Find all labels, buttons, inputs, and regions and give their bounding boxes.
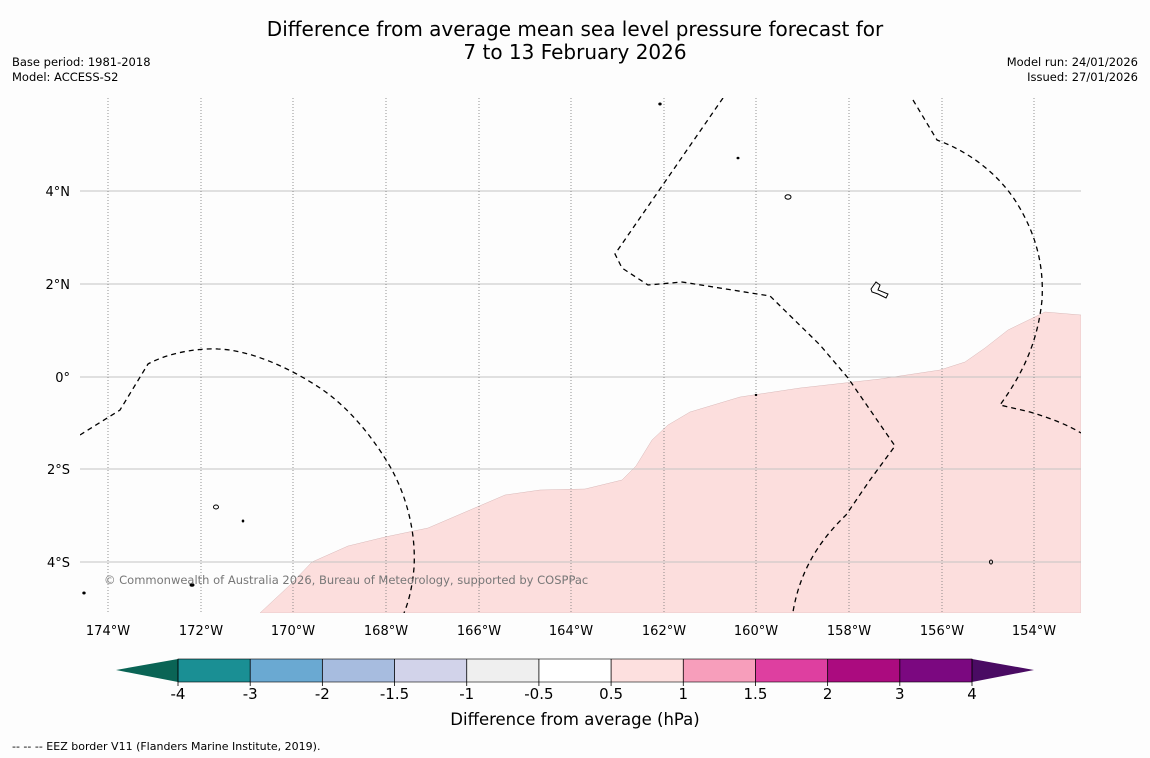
- colorbar: -4 -3 -2 -1.5 -1 -0.5 0.5 1 1.5 2 3 4 Difference fr…: [116, 658, 1034, 729]
- colorbar-segment: [611, 659, 684, 682]
- colorbar-tick-label: -3: [243, 685, 258, 703]
- lat-label: 4°S: [47, 556, 70, 571]
- colorbar-tick-label: -4: [171, 685, 186, 703]
- colorbar-label: Difference from average (hPa): [450, 710, 699, 729]
- issued-date: Issued: 27/01/2026: [1027, 70, 1138, 84]
- eez-border-line-islands-east: [912, 99, 1081, 434]
- colorbar-tick-label: 4: [967, 685, 977, 703]
- colorbar-segment: [538, 659, 612, 682]
- colorbar-tick-label: 1.5: [744, 685, 768, 703]
- lat-label: 0°: [55, 371, 70, 386]
- graticule: [80, 98, 1081, 613]
- island: [82, 591, 86, 595]
- lon-label: 164°W: [549, 624, 593, 639]
- island: [241, 519, 245, 523]
- lon-label: 162°W: [642, 624, 686, 639]
- colorbar-under-arrow: [116, 659, 178, 682]
- islands: [82, 102, 993, 595]
- island-kiritimati: [870, 281, 889, 299]
- eez-border-kiribati-gilbert: [80, 348, 415, 613]
- lat-label: 2°S: [47, 463, 70, 478]
- island: [736, 156, 740, 160]
- colorbar-tick-label: 3: [895, 685, 905, 703]
- meta-left: Base period: 1981-2018 Model: ACCESS-S2: [12, 55, 151, 85]
- eez-footnote: -- -- -- EEZ border V11 (Flanders Marine…: [12, 740, 321, 753]
- lon-label: 156°W: [920, 624, 964, 639]
- lon-label: 168°W: [364, 624, 408, 639]
- colorbar-over-arrow: [972, 659, 1034, 682]
- lat-label: 4°N: [46, 185, 71, 200]
- colorbar-tick-label: -1.5: [380, 685, 409, 703]
- colorbar-segment: [394, 659, 468, 682]
- colorbar-ticks: -4 -3 -2 -1.5 -1 -0.5 0.5 1 1.5 2 3 4: [171, 659, 977, 703]
- colorbar-tick-label: 0.5: [599, 685, 623, 703]
- colorbar-segment: [466, 659, 540, 682]
- positive-anomaly-region: [259, 311, 1081, 613]
- lon-label: 154°W: [1012, 624, 1056, 639]
- island: [784, 194, 792, 200]
- longitude-lines: [107, 98, 1035, 613]
- lon-label: 170°W: [271, 624, 315, 639]
- latitude-lines: [80, 190, 1081, 563]
- eez-border-line-islands-north: [614, 98, 896, 613]
- colorbar-segment: [178, 659, 251, 682]
- island: [754, 393, 758, 397]
- longitude-labels: 174°W 172°W 170°W 168°W 166°W 164°W 162°…: [86, 624, 1056, 639]
- colorbar-segment: [683, 659, 756, 682]
- colorbar-segment: [250, 659, 323, 682]
- map-title: Difference from average mean sea level p…: [0, 18, 1150, 64]
- base-period: Base period: 1981-2018: [12, 55, 151, 69]
- island: [189, 583, 195, 587]
- colorbar-tick-label: -2: [315, 685, 330, 703]
- colorbar-segment: [755, 659, 828, 682]
- island: [658, 102, 662, 106]
- colorbar-segment: [322, 659, 395, 682]
- title-line-2: 7 to 13 February 2026: [463, 40, 687, 64]
- colorbar-segments: [178, 659, 973, 682]
- lon-label: 160°W: [734, 624, 778, 639]
- meta-right: Model run: 24/01/2026 Issued: 27/01/2026: [1007, 55, 1138, 85]
- latitude-labels: 4°N 2°N 0° 2°S 4°S: [46, 185, 71, 571]
- lon-label: 172°W: [179, 624, 223, 639]
- colorbar-tick-label: 2: [823, 685, 833, 703]
- island: [213, 504, 219, 510]
- lon-label: 166°W: [457, 624, 501, 639]
- model-run: Model run: 24/01/2026: [1006, 55, 1138, 69]
- colorbar-tick-label: -1: [459, 685, 474, 703]
- colorbar-tick-label: 1: [678, 685, 688, 703]
- lon-label: 174°W: [86, 624, 130, 639]
- colorbar-segment: [827, 659, 901, 682]
- title-line-1: Difference from average mean sea level p…: [266, 17, 884, 41]
- colorbar-tick-label: -0.5: [524, 685, 553, 703]
- model-name: Model: ACCESS-S2: [12, 70, 119, 84]
- eez-borders: [80, 98, 1081, 613]
- island: [989, 559, 993, 565]
- copyright-notice: © Commonwealth of Australia 2026, Bureau…: [104, 573, 588, 587]
- lat-label: 2°N: [46, 278, 71, 293]
- lon-label: 158°W: [827, 624, 871, 639]
- colorbar-segment: [899, 659, 973, 682]
